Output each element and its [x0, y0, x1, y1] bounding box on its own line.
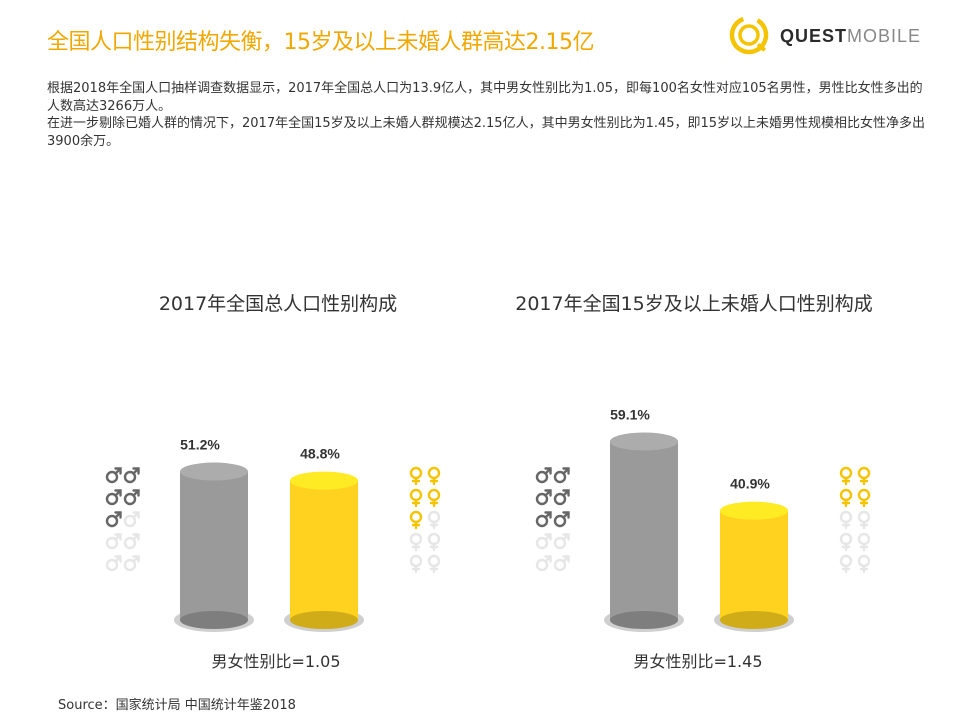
- male-icon: [535, 467, 552, 484]
- chart-2: 2017年全国15岁及以上未婚人口性别构成 59.1% 40.9% 男女性别比=1.4…: [515, 293, 873, 671]
- bar-top: [720, 501, 788, 520]
- bar-top: [180, 462, 248, 481]
- bar-bottom: [610, 611, 678, 629]
- male-icon: [535, 555, 552, 572]
- male-bar: [174, 462, 254, 632]
- male-icon: [105, 533, 122, 550]
- intro-paragraph-2: 在进一步剔除已婚人群的情况下，2017年全国15岁及以上未婚人群规模达2.15亿…: [47, 116, 926, 149]
- male-icon: [553, 489, 570, 506]
- female-icon: [427, 488, 441, 508]
- female-icon: [857, 510, 871, 530]
- female-icon: [857, 466, 871, 486]
- male-bar: [604, 432, 684, 632]
- female-icon: [409, 488, 423, 508]
- bar-top: [610, 432, 678, 451]
- bar-top: [290, 471, 358, 490]
- male-icon: [123, 533, 140, 550]
- bar-bottom: [180, 611, 248, 629]
- female-icon: [839, 554, 853, 574]
- value-label: 59.1%: [610, 407, 650, 423]
- female-icon: [839, 510, 853, 530]
- female-icon: [857, 488, 871, 508]
- male-icon: [123, 555, 140, 572]
- female-icon-grid: [409, 466, 441, 574]
- bar-bottom: [290, 611, 358, 629]
- chart-title: 2017年全国总人口性别构成: [159, 293, 397, 315]
- female-icon: [409, 554, 423, 574]
- bar-body: [610, 441, 678, 620]
- logo: QUESTMOBILE: [728, 14, 921, 58]
- female-icon: [409, 466, 423, 486]
- male-icon: [105, 467, 122, 484]
- female-bar: [284, 471, 364, 632]
- female-icon: [857, 532, 871, 552]
- female-icon-grid: [839, 466, 871, 574]
- ratio-label: 男女性别比=1.05: [211, 652, 340, 671]
- male-icon: [123, 489, 140, 506]
- male-icon: [123, 511, 140, 528]
- female-bar: [714, 501, 794, 632]
- male-icon: [105, 489, 122, 506]
- female-icon: [409, 532, 423, 552]
- bar-body: [180, 471, 248, 620]
- intro-text: 根据2018年全国人口抽样调查数据显示，2017年全国总人口为13.9亿人，其中…: [47, 80, 927, 150]
- male-icon: [553, 511, 570, 528]
- male-icon: [553, 533, 570, 550]
- male-icon: [105, 555, 122, 572]
- male-icon: [553, 467, 570, 484]
- male-icon: [105, 511, 122, 528]
- male-icon: [535, 511, 552, 528]
- slide-title: 全国人口性别结构失衡，15岁及以上未婚人群高达2.15亿: [47, 30, 594, 55]
- female-icon: [409, 510, 423, 530]
- female-icon: [427, 466, 441, 486]
- ratio-label: 男女性别比=1.45: [633, 652, 762, 671]
- male-icon: [553, 555, 570, 572]
- questmobile-logo-icon: [729, 15, 769, 55]
- value-label: 51.2%: [180, 437, 220, 453]
- chart-title: 2017年全国15岁及以上未婚人口性别构成: [515, 293, 873, 315]
- female-icon: [427, 554, 441, 574]
- female-icon: [427, 532, 441, 552]
- value-label: 48.8%: [300, 446, 340, 462]
- chart-1: 2017年全国总人口性别构成 51.2% 48.8% 男女性别比=1.05: [105, 293, 441, 671]
- source-note: Source：国家统计局 中国统计年鉴2018: [58, 698, 296, 713]
- female-icon: [839, 466, 853, 486]
- male-icon: [535, 489, 552, 506]
- female-icon: [839, 532, 853, 552]
- female-icon: [839, 488, 853, 508]
- male-icon: [535, 533, 552, 550]
- bar-bottom: [720, 611, 788, 629]
- male-icon-grid: [535, 467, 570, 572]
- bar-body: [290, 480, 358, 620]
- value-label: 40.9%: [730, 476, 770, 492]
- female-icon: [857, 554, 871, 574]
- female-icon: [427, 510, 441, 530]
- intro-paragraph-1: 根据2018年全国人口抽样调查数据显示，2017年全国总人口为13.9亿人，其中…: [47, 81, 923, 114]
- male-icon: [123, 467, 140, 484]
- logo-text: QUESTMOBILE: [780, 25, 922, 46]
- male-icon-grid: [105, 467, 140, 572]
- bar-body: [720, 510, 788, 620]
